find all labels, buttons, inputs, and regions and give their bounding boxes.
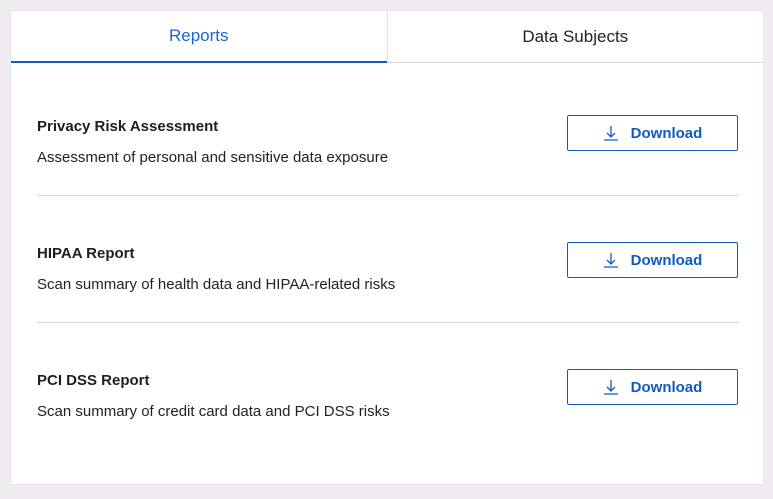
tab-reports[interactable]: Reports: [11, 11, 387, 63]
tab-bar: Reports Data Subjects: [11, 11, 763, 63]
tab-data-subjects[interactable]: Data Subjects: [386, 11, 764, 62]
reports-card: Reports Data Subjects Privacy Risk Asses…: [10, 10, 764, 485]
download-label: Download: [630, 378, 703, 396]
divider: [37, 322, 739, 323]
report-row: HIPAA Report Scan summary of health data…: [37, 242, 739, 372]
report-row: Privacy Risk Assessment Assessment of pe…: [37, 115, 739, 245]
report-title: HIPAA Report: [37, 245, 135, 262]
download-button[interactable]: Download: [567, 369, 738, 405]
download-icon: [603, 380, 618, 395]
download-label: Download: [630, 124, 703, 142]
divider: [37, 195, 739, 196]
download-icon: [603, 126, 618, 141]
download-icon: [603, 253, 618, 268]
download-button[interactable]: Download: [567, 115, 738, 151]
report-title: Privacy Risk Assessment: [37, 118, 219, 135]
download-button[interactable]: Download: [567, 242, 738, 278]
report-row: PCI DSS Report Scan summary of credit ca…: [37, 369, 739, 499]
report-description: Assessment of personal and sensitive dat…: [37, 149, 389, 166]
report-description: Scan summary of health data and HIPAA-re…: [37, 276, 396, 293]
download-label: Download: [630, 251, 703, 269]
report-title: PCI DSS Report: [37, 372, 150, 389]
report-description: Scan summary of credit card data and PCI…: [37, 403, 390, 420]
